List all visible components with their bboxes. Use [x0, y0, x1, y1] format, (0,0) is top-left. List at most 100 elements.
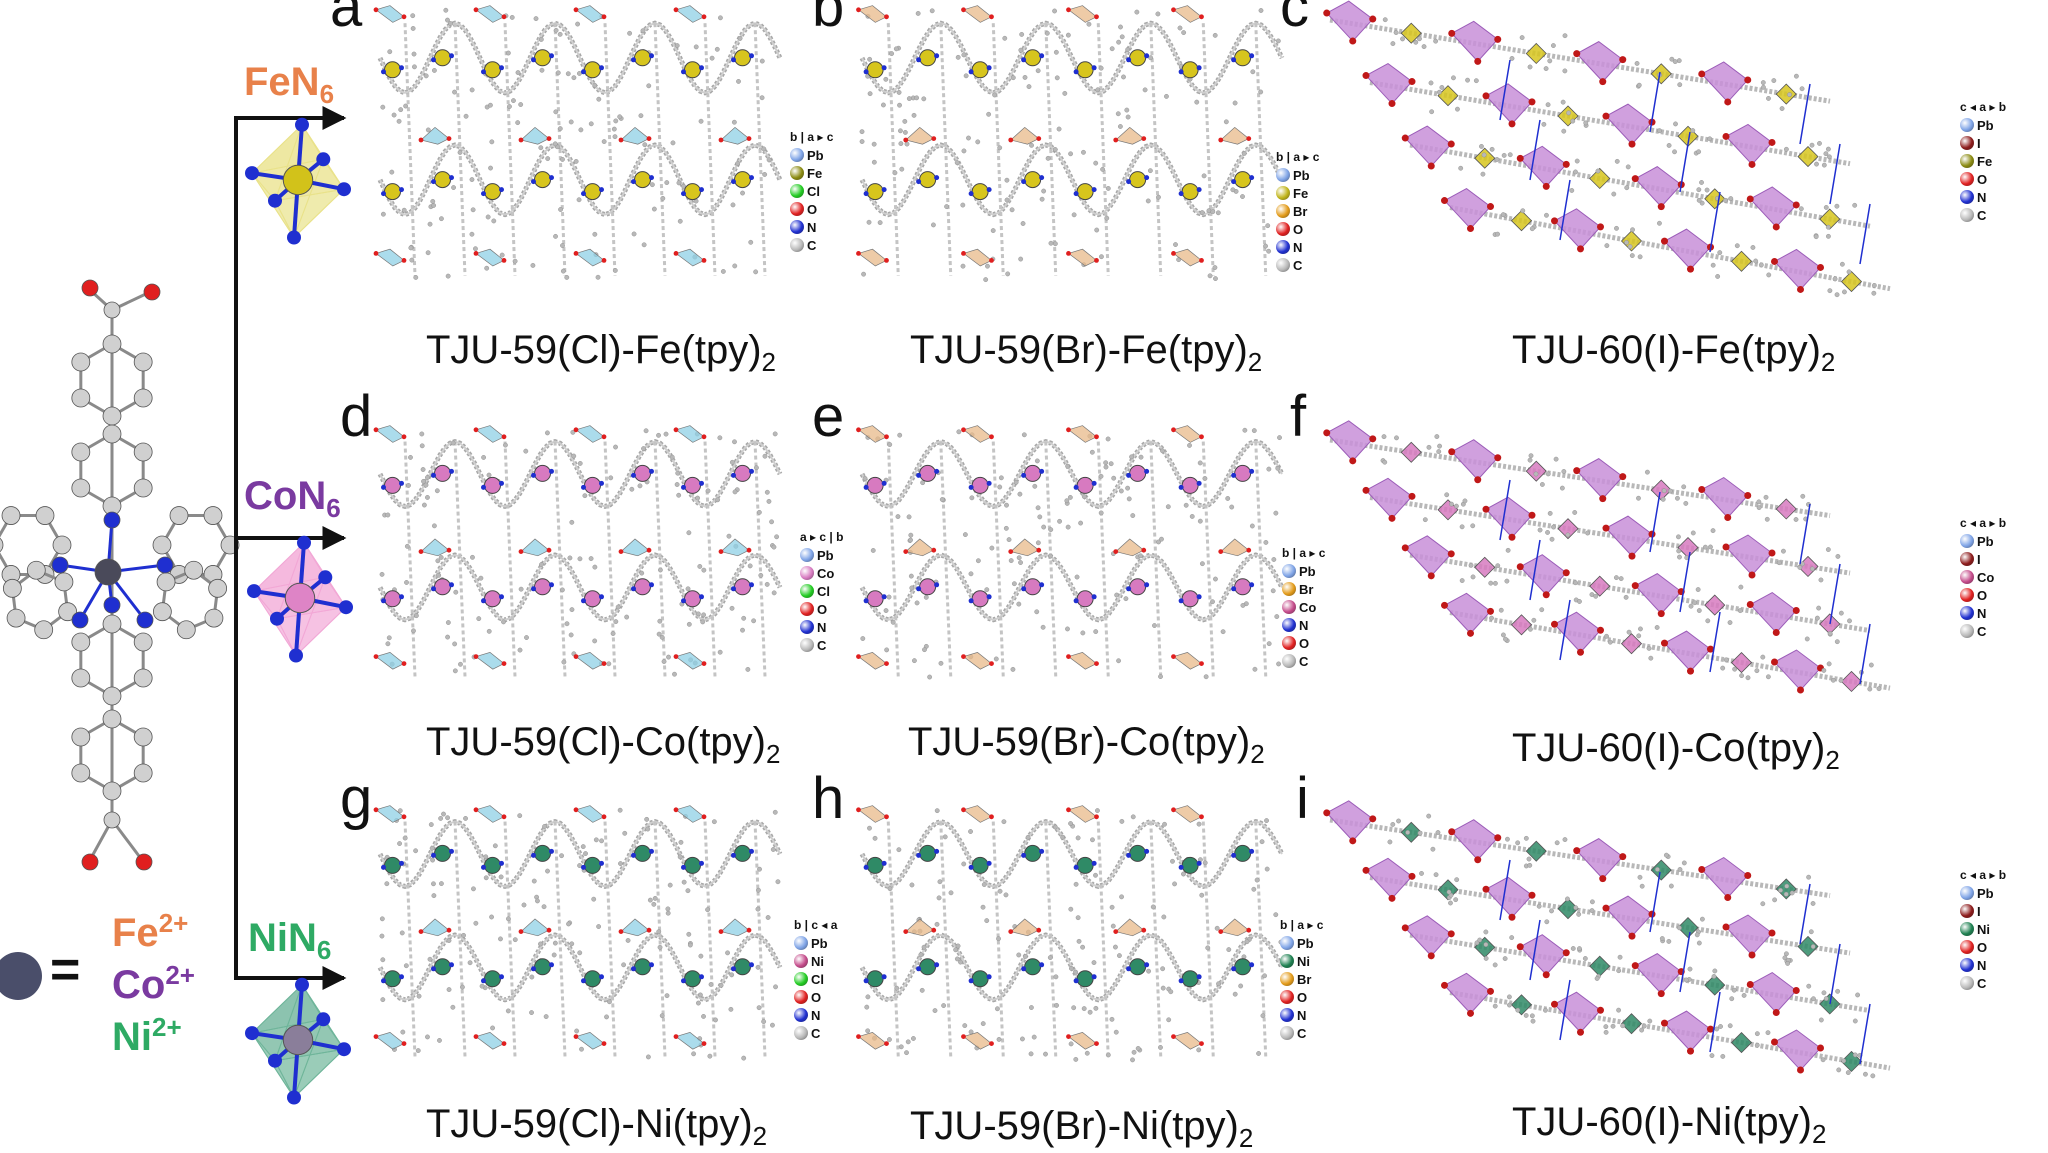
element-color-swatch [1280, 954, 1294, 968]
legend-item: Br [1282, 580, 1325, 598]
caption-g: TJU-59(Cl)-Ni(tpy)2 [426, 1102, 768, 1151]
legend-item: C [800, 636, 843, 654]
panel-letter-b: b [812, 0, 845, 39]
legend-item: N [800, 618, 843, 636]
legend-item: Ni [1280, 952, 1323, 970]
legend-item: Pb [1960, 532, 2006, 550]
element-label: Fe [807, 165, 823, 181]
element-color-swatch [1960, 118, 1974, 132]
element-color-swatch [1276, 168, 1290, 182]
element-label: C [817, 637, 827, 653]
element-label: Pb [1293, 167, 1310, 183]
element-color-swatch [794, 990, 808, 1004]
legend-item: O [800, 600, 843, 618]
element-color-swatch [1280, 1026, 1294, 1040]
element-color-swatch [790, 184, 804, 198]
legend-item: C [1276, 256, 1319, 274]
legend-item: C [1960, 206, 2006, 224]
structure-panel-i [1323, 800, 1891, 1079]
element-label: N [807, 219, 817, 235]
legend-item: Co [800, 564, 843, 582]
element-color-swatch [1960, 154, 1974, 168]
structure-panel-b [856, 5, 1285, 283]
axis-indicator: b | a ▸ c [1280, 918, 1324, 932]
legend-item: Cl [794, 970, 837, 988]
legend-item: Br [1276, 202, 1319, 220]
element-color-swatch [1960, 136, 1974, 150]
element-label: Fe [1977, 153, 1993, 169]
legend-item: Cl [800, 582, 843, 600]
element-color-swatch [1960, 534, 1974, 548]
structure-panel-e [856, 425, 1285, 680]
equals-sign: = [50, 941, 81, 999]
legend-item: Br [1280, 970, 1323, 988]
element-label: Cl [817, 583, 830, 599]
legend-f: c ◂ a ▸ b Pb I Co O N C [1960, 516, 2006, 640]
element-label: C [1299, 653, 1309, 669]
element-color-swatch [1960, 976, 1974, 990]
element-color-swatch [1960, 208, 1974, 222]
element-label: I [1977, 903, 1981, 919]
element-color-swatch [1282, 654, 1296, 668]
legend-a: b | a ▸ c Pb Fe Cl O N C [790, 130, 833, 254]
element-label: O [811, 989, 822, 1005]
legend-item: Fe [790, 164, 833, 182]
element-label: O [1977, 939, 1988, 955]
element-label: N [1293, 239, 1303, 255]
legend-item: N [1282, 616, 1325, 634]
element-label: O [1977, 587, 1988, 603]
element-label: Ni [1977, 921, 1990, 937]
element-color-swatch [1960, 922, 1974, 936]
element-label: O [1293, 221, 1304, 237]
element-label: N [811, 1007, 821, 1023]
ion-fe: Fe2+ [112, 908, 189, 955]
legend-item: C [1960, 622, 2006, 640]
axis-indicator: b | c ◂ a [794, 918, 838, 932]
legend-item: O [1960, 586, 2006, 604]
element-color-swatch [800, 566, 814, 580]
panel-letter-i: i [1296, 766, 1309, 831]
legend-item: Co [1282, 598, 1325, 616]
element-color-swatch [794, 1008, 808, 1022]
element-color-swatch [790, 148, 804, 162]
branch-label-fen6: FeN6 [244, 60, 335, 109]
element-color-swatch [1960, 588, 1974, 602]
legend-item: Pb [1960, 116, 2006, 134]
legend-item: C [790, 236, 833, 254]
legend-item: O [790, 200, 833, 218]
structure-panel-c [1323, 0, 1891, 298]
octahedron-nin6-icon [245, 977, 351, 1105]
element-color-swatch [1280, 936, 1294, 950]
legend-item: Fe [1960, 152, 2006, 170]
structure-panel-a [373, 5, 783, 280]
element-label: C [1297, 1025, 1307, 1041]
element-color-swatch [1282, 564, 1296, 578]
element-label: Pb [807, 147, 824, 163]
element-label: N [817, 619, 827, 635]
element-label: Br [1299, 581, 1314, 597]
panel-letter-f: f [1290, 384, 1307, 449]
element-label: Pb [1977, 533, 1994, 549]
caption-e: TJU-59(Br)-Co(tpy)2 [908, 720, 1265, 769]
legend-item: Cl [790, 182, 833, 200]
element-color-swatch [1282, 618, 1296, 632]
element-color-swatch [790, 166, 804, 180]
structure-panel-h [856, 805, 1285, 1063]
element-color-swatch [1282, 600, 1296, 614]
caption-b: TJU-59(Br)-Fe(tpy)2 [910, 328, 1263, 377]
legend-item: N [1960, 956, 2006, 974]
element-label: C [1977, 975, 1987, 991]
legend-item: I [1960, 134, 2006, 152]
branch-label-con6: CoN6 [244, 474, 341, 523]
element-label: C [811, 1025, 821, 1041]
caption-c: TJU-60(I)-Fe(tpy)2 [1512, 328, 1836, 377]
element-color-swatch [1960, 570, 1974, 584]
axis-indicator: c ◂ a ▸ b [1960, 516, 2007, 530]
axis-indicator: b | a ▸ c [1282, 546, 1326, 560]
element-color-swatch [790, 220, 804, 234]
element-label: Fe [1293, 185, 1309, 201]
legend-item: Co [1960, 568, 2006, 586]
element-label: N [1297, 1007, 1307, 1023]
element-color-swatch [800, 584, 814, 598]
legend-item: Pb [1960, 884, 2006, 902]
